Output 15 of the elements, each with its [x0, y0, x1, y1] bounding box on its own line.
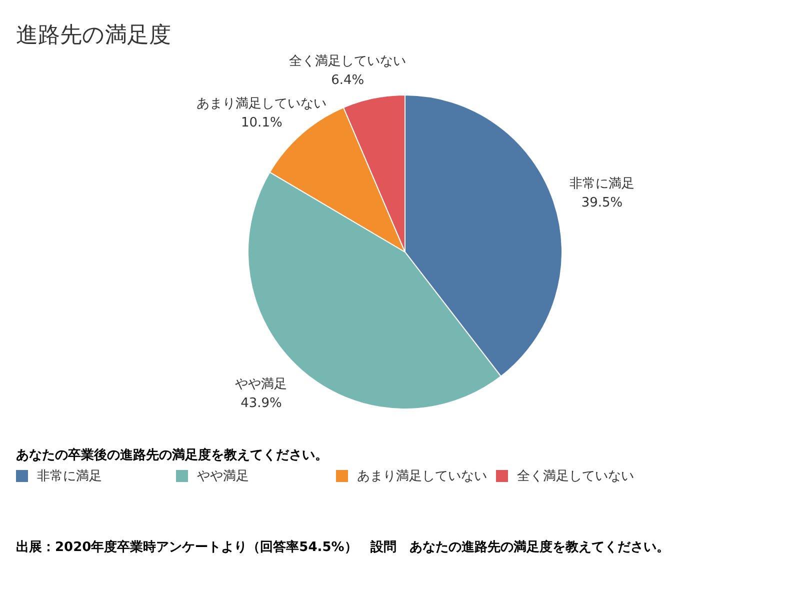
legend-title: あなたの卒業後の進路先の満足度を教えてください。 — [16, 446, 329, 464]
data-label: 10.1% — [241, 115, 282, 130]
data-label: 39.5% — [581, 196, 623, 211]
data-label: 6.4% — [331, 72, 364, 88]
chart-title: 進路先の満足度 — [16, 22, 171, 50]
slice-label: 全く満足していない — [289, 54, 406, 69]
slice-label: 非常に満足 — [569, 176, 634, 192]
legend-label: 非常に満足 — [37, 468, 102, 485]
legend-label: あまり満足していない — [357, 468, 487, 485]
legend-label: 全く満足していない — [517, 468, 634, 485]
slice-label: あまり満足していない — [196, 96, 327, 112]
text: 出展：2020年度卒業時アンケートより（回答率54.5%） 設問 あなたの進路先の満足度を教えてください。 — [16, 538, 670, 556]
slice-label: やや満足 — [235, 377, 288, 392]
data-label: 43.9% — [240, 396, 282, 412]
legend-label: やや満足 — [197, 468, 249, 485]
